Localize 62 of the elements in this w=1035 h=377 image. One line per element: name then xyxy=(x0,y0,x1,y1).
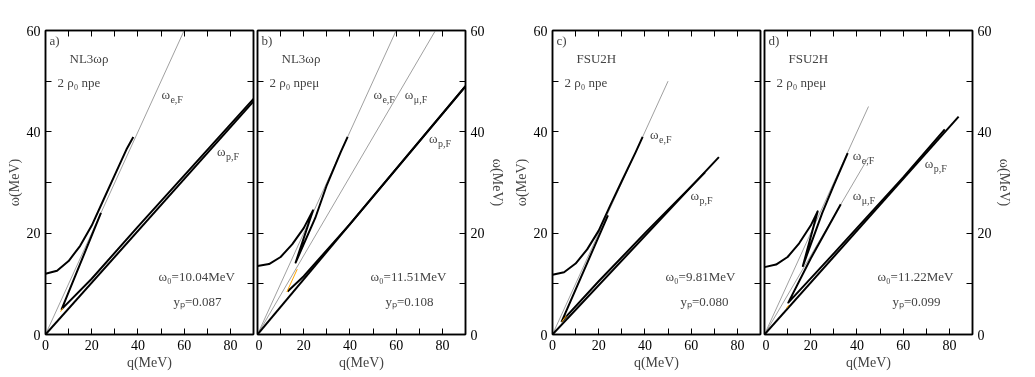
annotation: c) xyxy=(556,33,567,48)
annotation: b) xyxy=(261,33,273,48)
annotation: 2 ρ₀ npe xyxy=(57,75,101,90)
y-tick-label: 0 xyxy=(540,327,548,343)
x-tick-label: 60 xyxy=(177,337,192,353)
y-tick-label: 40 xyxy=(26,124,41,140)
annotation: ω₀=9.81MeV xyxy=(665,269,736,284)
y-tick-label: 60 xyxy=(533,23,548,39)
x-tick-label: 60 xyxy=(389,337,404,353)
y2-axis-title: ω(MeV) xyxy=(995,158,1012,207)
x-tick-label: 20 xyxy=(296,337,311,353)
annotation: yₚ=0.099 xyxy=(892,294,941,310)
x-tick-label: 40 xyxy=(849,337,864,353)
y2-tick-label: 40 xyxy=(470,124,485,140)
annotation: 2 ρ₀ npeμ xyxy=(269,75,320,90)
x-tick-label: 40 xyxy=(130,337,145,353)
y-axis-title: ω(MeV) xyxy=(6,158,23,207)
x-axis-title: q(MeV) xyxy=(633,354,680,371)
x-tick-label: 80 xyxy=(435,337,450,353)
x-tick-label: 60 xyxy=(684,337,699,353)
x-tick-label: 20 xyxy=(803,337,818,353)
annotation: d) xyxy=(768,33,780,48)
x-tick-label: 60 xyxy=(896,337,911,353)
x-tick-label: 40 xyxy=(637,337,652,353)
annotation: ω₀=11.51MeV xyxy=(370,269,448,284)
annotation: NL3ωρ xyxy=(281,51,321,66)
y-tick-label: 20 xyxy=(26,226,41,242)
x-tick-label: 80 xyxy=(223,337,238,353)
annotation: 2 ρ₀ npe xyxy=(564,75,608,90)
annotation: yₚ=0.087 xyxy=(173,294,223,310)
annotation: FSU2H xyxy=(788,51,829,66)
y2-tick-label: 0 xyxy=(470,327,478,343)
y-tick-label: 60 xyxy=(26,23,41,39)
x-axis-title: q(MeV) xyxy=(126,354,173,371)
annotation: ω₀=11.22MeV xyxy=(877,269,955,284)
x-tick-label: 20 xyxy=(591,337,606,353)
y-tick-label: 20 xyxy=(533,226,548,242)
x-tick-label: 80 xyxy=(942,337,957,353)
y2-tick-label: 40 xyxy=(977,124,992,140)
annotation: FSU2H xyxy=(576,51,617,66)
x-tick-label: 40 xyxy=(342,337,357,353)
annotation: NL3ωρ xyxy=(69,51,109,66)
y2-axis-title: ω(MeV) xyxy=(488,158,505,207)
x-tick-label: 80 xyxy=(730,337,745,353)
x-tick-label: 20 xyxy=(84,337,99,353)
y2-tick-label: 20 xyxy=(470,226,485,242)
annotation: 2 ρ₀ npeμ xyxy=(776,75,827,90)
annotation: yₚ=0.080 xyxy=(680,294,729,310)
y2-tick-label: 60 xyxy=(977,23,992,39)
y2-tick-label: 0 xyxy=(977,327,985,343)
x-axis-title: q(MeV) xyxy=(338,354,385,371)
y2-tick-label: 60 xyxy=(470,23,485,39)
x-axis-title: q(MeV) xyxy=(845,354,892,371)
y-tick-label: 0 xyxy=(33,327,41,343)
annotation: a) xyxy=(49,33,60,48)
annotation: ω₀=10.04MeV xyxy=(158,269,236,284)
annotation: yₚ=0.108 xyxy=(385,294,434,310)
y-tick-label: 40 xyxy=(533,124,548,140)
x-tick-label: 0 xyxy=(255,337,263,353)
x-tick-label: 0 xyxy=(762,337,770,353)
y-axis-title: ω(MeV) xyxy=(513,158,530,207)
y2-tick-label: 20 xyxy=(977,226,992,242)
